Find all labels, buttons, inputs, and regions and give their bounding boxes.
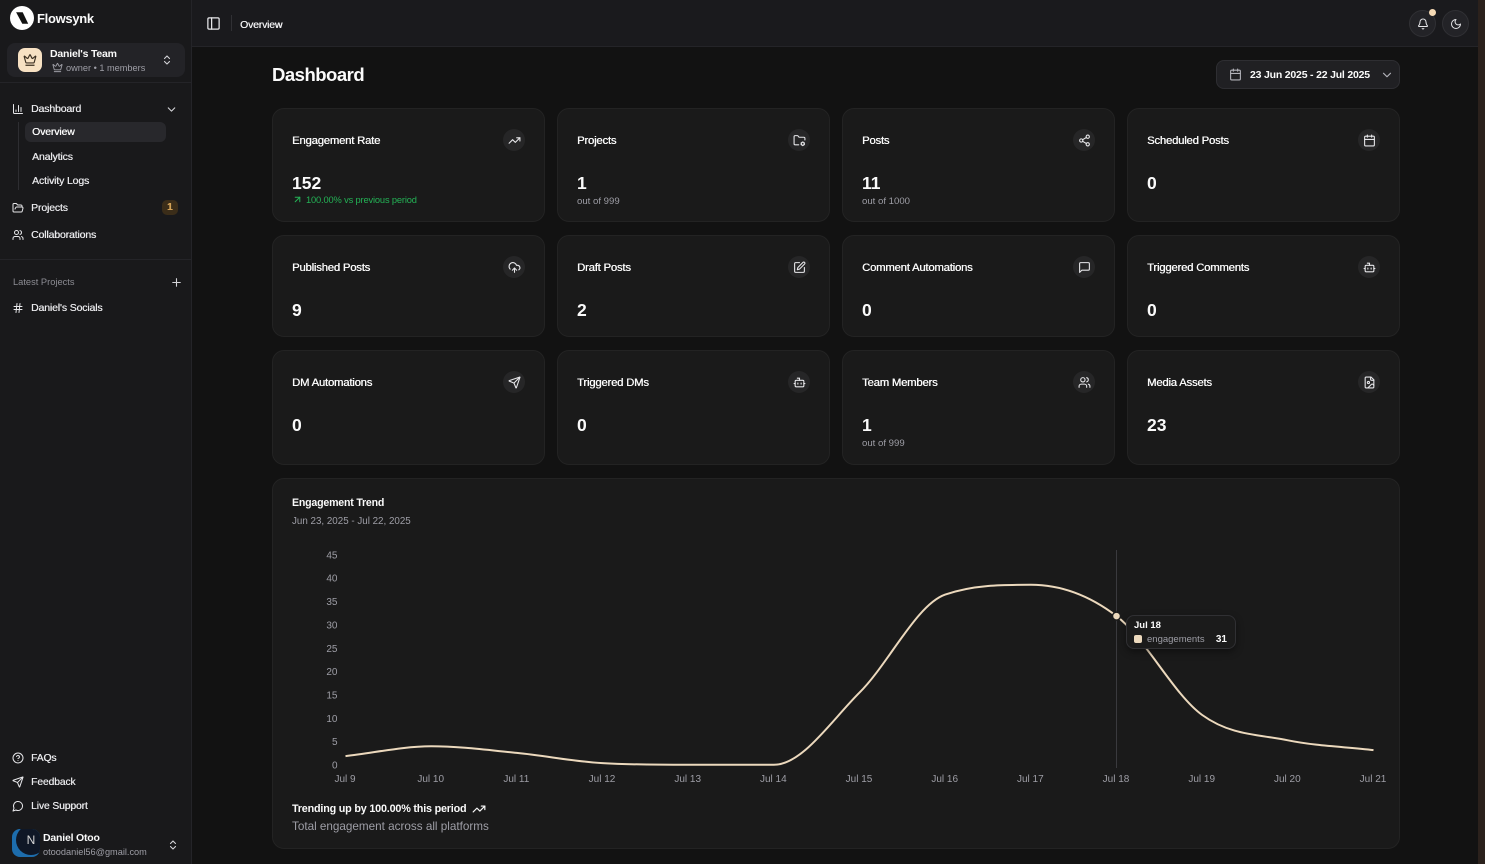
- svg-text:Jul 16: Jul 16: [931, 774, 958, 785]
- svg-text:10: 10: [326, 714, 338, 725]
- svg-text:Jul 21: Jul 21: [1360, 774, 1387, 785]
- svg-text:Jul 11: Jul 11: [503, 774, 529, 785]
- svg-text:20: 20: [326, 667, 338, 678]
- svg-text:Jul 20: Jul 20: [1274, 774, 1301, 785]
- svg-text:40: 40: [326, 574, 338, 585]
- svg-text:Jul 15: Jul 15: [846, 774, 873, 785]
- svg-text:0: 0: [332, 761, 338, 772]
- svg-text:Jul 19: Jul 19: [1188, 774, 1215, 785]
- svg-text:25: 25: [326, 644, 338, 655]
- svg-text:15: 15: [326, 691, 338, 702]
- svg-text:Jul 14: Jul 14: [760, 774, 787, 785]
- svg-text:Jul 13: Jul 13: [674, 774, 701, 785]
- svg-text:Jul 10: Jul 10: [417, 774, 444, 785]
- svg-text:Jul 17: Jul 17: [1017, 774, 1044, 785]
- svg-text:Jul 12: Jul 12: [589, 774, 616, 785]
- svg-text:Jul 18: Jul 18: [1103, 774, 1130, 785]
- svg-text:45: 45: [326, 550, 338, 561]
- svg-text:Jul 9: Jul 9: [334, 774, 356, 785]
- svg-text:5: 5: [332, 737, 338, 748]
- svg-text:35: 35: [326, 597, 338, 608]
- svg-text:30: 30: [326, 620, 338, 631]
